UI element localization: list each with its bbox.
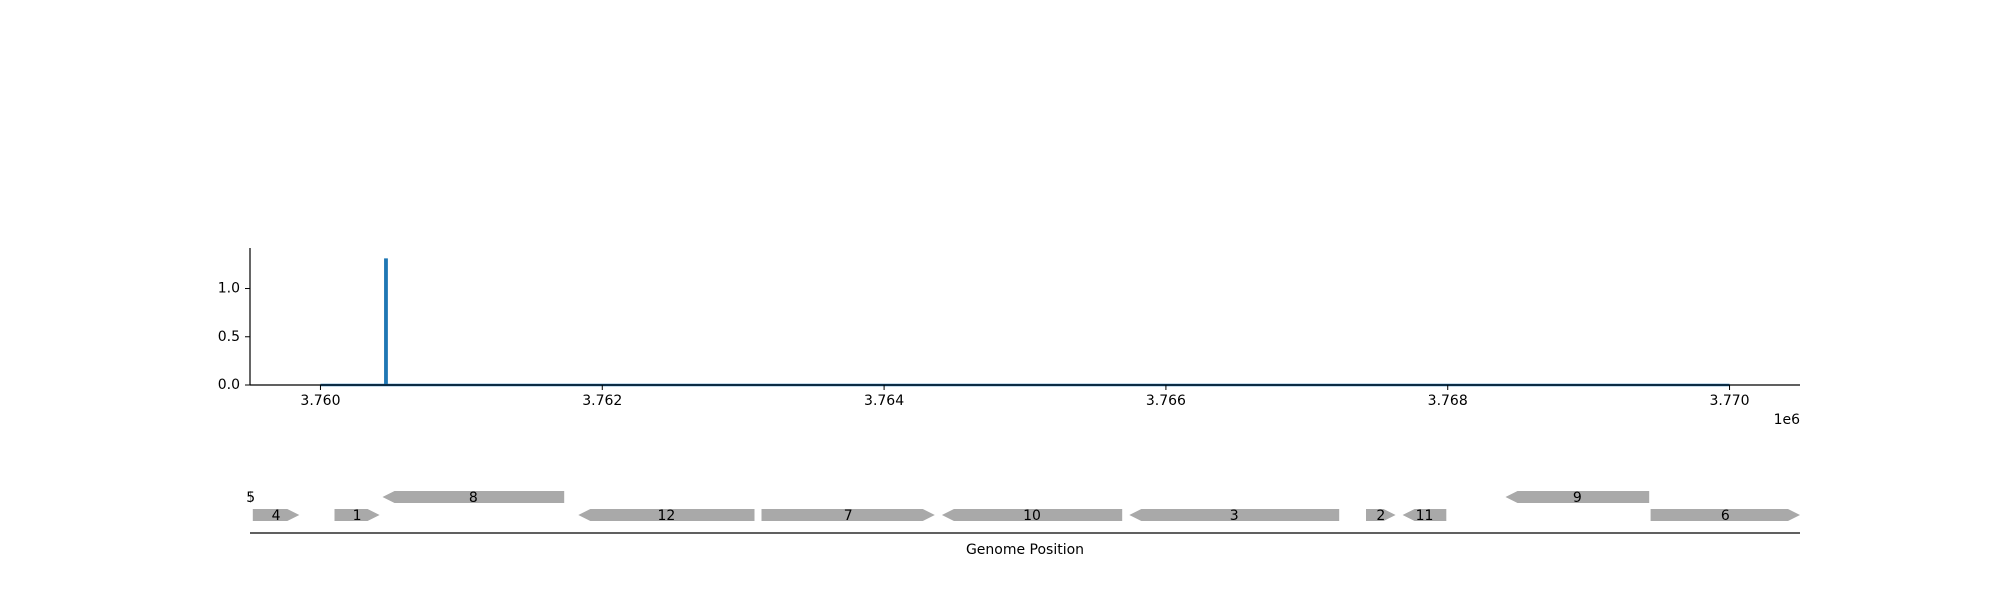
gene-label-12: 12 <box>657 508 675 524</box>
x-tick-label: 3.770 <box>1709 393 1749 409</box>
x-tick-label: 3.762 <box>582 393 622 409</box>
gene-feature-10 <box>941 509 1123 521</box>
gene-feature-4 <box>252 509 300 521</box>
y-tick-label: 0.0 <box>218 377 240 393</box>
gene-track-x-axis-title: Genome Position <box>966 542 1084 558</box>
gene-feature-11 <box>1402 509 1447 521</box>
x-tick-label: 3.766 <box>1146 393 1186 409</box>
gene-feature-1 <box>334 509 380 521</box>
gene-label-10: 10 <box>1023 508 1041 524</box>
gene-feature-group: 5 4 1 8 12 7 10 3 2 11 9 6 <box>246 490 1800 524</box>
gene-label-2: 2 <box>1376 508 1385 524</box>
gene-feature-5 <box>250 491 252 503</box>
x-tick-group: 3.760 3.762 3.764 3.766 3.768 3.770 <box>300 385 1750 409</box>
gene-feature-3 <box>1129 509 1340 521</box>
gene-label-3: 3 <box>1230 508 1239 524</box>
y-tick-label: 0.5 <box>218 329 240 345</box>
gene-label-5: 5 <box>246 490 255 506</box>
gene-label-11: 11 <box>1416 508 1434 524</box>
x-tick-label: 3.768 <box>1428 393 1468 409</box>
coverage-plot: 0.0 0.5 1.0 3.760 3.762 3.764 3.766 3.768 3.770… <box>218 248 1800 428</box>
y-tick-group: 0.0 0.5 1.0 <box>218 281 250 393</box>
gene-label-4: 4 <box>272 508 281 524</box>
gene-feature-12 <box>578 509 755 521</box>
coverage-series-group <box>320 258 1730 387</box>
gene-label-9: 9 <box>1573 490 1582 506</box>
gene-feature-6 <box>1650 509 1800 521</box>
x-tick-label: 3.764 <box>864 393 904 409</box>
gene-label-7: 7 <box>844 508 853 524</box>
gene-label-6: 6 <box>1721 508 1730 524</box>
gene-label-1: 1 <box>353 508 362 524</box>
gene-label-8: 8 <box>469 490 478 506</box>
gene-feature-9 <box>1505 491 1650 503</box>
gene-feature-8 <box>382 491 565 503</box>
gene-track: 5 4 1 8 12 7 10 3 2 11 9 6 Genome Position <box>246 490 1800 558</box>
gene-feature-2 <box>1366 509 1396 521</box>
x-offset-label: 1e6 <box>1774 412 1801 428</box>
gene-feature-7 <box>761 509 935 521</box>
x-tick-label: 3.760 <box>300 393 340 409</box>
coverage-series-line-0 <box>320 258 1730 387</box>
y-tick-label: 1.0 <box>218 281 240 297</box>
